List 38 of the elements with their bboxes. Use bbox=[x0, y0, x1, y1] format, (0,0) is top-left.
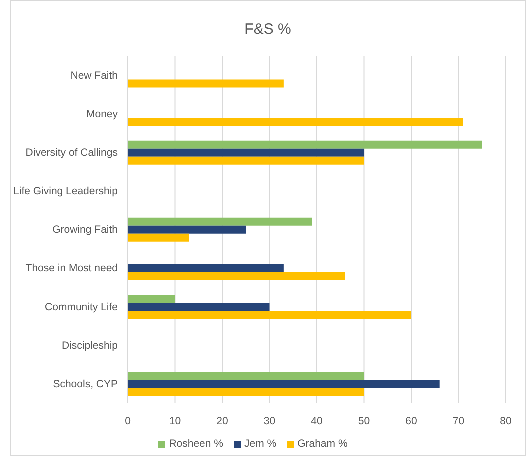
bar bbox=[128, 218, 312, 226]
y-tick-label: Community Life bbox=[45, 301, 118, 314]
bar bbox=[128, 140, 482, 149]
x-tick-label: 10 bbox=[169, 415, 182, 428]
legend-label: Rosheen % bbox=[169, 438, 224, 450]
x-tick-label: 30 bbox=[264, 415, 276, 428]
x-tick-label: 60 bbox=[406, 415, 418, 428]
y-tick-label: Those in Most need bbox=[26, 262, 118, 275]
x-tick-label: 40 bbox=[311, 415, 323, 428]
bar bbox=[128, 303, 270, 312]
bar bbox=[128, 295, 176, 304]
y-tick-label: Schools, CYP bbox=[53, 378, 118, 390]
y-tick-label: Life Giving Leadership bbox=[14, 186, 118, 198]
bar bbox=[128, 226, 246, 234]
bar bbox=[128, 118, 464, 126]
x-tick-label: 0 bbox=[125, 415, 132, 428]
y-tick-label: Money bbox=[86, 108, 119, 121]
legend-label: Jem % bbox=[244, 438, 277, 450]
legend-label: Graham % bbox=[298, 438, 348, 450]
x-tick-label: 70 bbox=[452, 415, 465, 428]
bar bbox=[128, 156, 364, 165]
chart-title: F&S % bbox=[244, 20, 292, 40]
x-tick-label: 50 bbox=[358, 415, 370, 428]
bar bbox=[128, 272, 346, 280]
bar bbox=[128, 234, 190, 242]
bar bbox=[128, 372, 364, 380]
y-tick-label: Growing Faith bbox=[52, 224, 118, 236]
x-tick-label: 20 bbox=[216, 415, 228, 428]
bar bbox=[128, 264, 284, 272]
y-tick-label: New Faith bbox=[70, 70, 118, 82]
y-tick-label: Diversity of Callings bbox=[26, 147, 118, 160]
x-tick-label: 80 bbox=[500, 415, 512, 428]
bar bbox=[128, 388, 364, 396]
bar bbox=[128, 148, 364, 157]
bar bbox=[128, 80, 284, 88]
y-tick-label: Discipleship bbox=[62, 340, 118, 352]
bar bbox=[128, 380, 440, 388]
bar bbox=[128, 311, 412, 320]
